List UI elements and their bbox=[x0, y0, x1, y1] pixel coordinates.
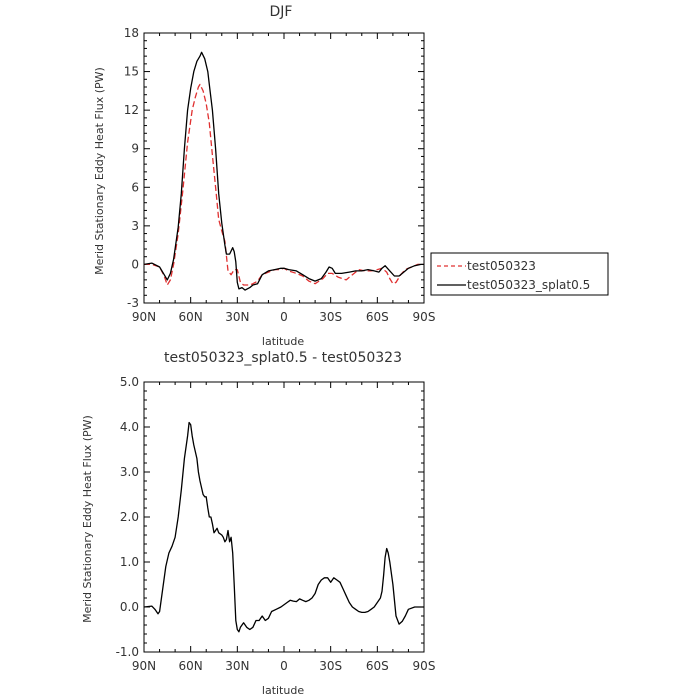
legend-box bbox=[430, 252, 609, 296]
top-x-axis-label: latitude bbox=[262, 335, 304, 348]
x-tick-label: 60N bbox=[179, 310, 203, 324]
bottom-plot-frame bbox=[143, 381, 425, 653]
top-plot-frame bbox=[143, 32, 425, 304]
top-panel: DJF -3 0 3 6 9 12 15 18 90N 60N 30N 0 30S 60S 90S lat… bbox=[93, 4, 435, 348]
y-tick-label: 18 bbox=[124, 26, 139, 40]
bottom-series-lines bbox=[143, 421, 424, 633]
x-tick-label: 30S bbox=[319, 310, 342, 324]
legend-label-test050323: test050323 bbox=[467, 259, 536, 273]
y-tick-label: 15 bbox=[124, 65, 139, 79]
x-tick-label: 0 bbox=[280, 659, 288, 673]
top-chart-title: DJF bbox=[270, 4, 293, 20]
top-x-ticks: 90N 60N 30N 0 30S 60S 90S bbox=[132, 33, 436, 324]
x-tick-label: 60S bbox=[366, 310, 389, 324]
y-tick-label: 9 bbox=[131, 142, 139, 156]
x-tick-label: 30N bbox=[225, 310, 249, 324]
x-tick-label: 0 bbox=[280, 310, 288, 324]
series-line-test050323 bbox=[144, 83, 424, 286]
bottom-y-axis-label: Merid Stationary Eddy Heat Flux (PW) bbox=[81, 415, 94, 623]
y-tick-label: 2.0 bbox=[120, 510, 139, 524]
bottom-panel: test050323_splat0.5 - test050323 -1.0 0.0… bbox=[81, 350, 435, 697]
series-line-panel1-0 bbox=[143, 421, 424, 633]
y-tick-label: 0.0 bbox=[120, 600, 139, 614]
bottom-x-axis-label: latitude bbox=[262, 684, 304, 697]
y-tick-label: 3.0 bbox=[120, 465, 139, 479]
top-y-axis-label: Merid Stationary Eddy Heat Flux (PW) bbox=[93, 67, 106, 275]
x-tick-label: 90S bbox=[413, 659, 436, 673]
x-tick-label: 30S bbox=[319, 659, 342, 673]
bottom-y-ticks: -1.0 0.0 1.0 2.0 3.0 4.0 5.0 bbox=[116, 375, 424, 659]
top-series-lines bbox=[143, 51, 424, 291]
x-tick-label: 60N bbox=[179, 659, 203, 673]
y-tick-label: 4.0 bbox=[120, 420, 139, 434]
y-tick-label: -3 bbox=[127, 296, 139, 310]
series-line-test050323-splat0-5 bbox=[143, 51, 424, 291]
top-y-ticks: -3 0 3 6 9 12 15 18 bbox=[124, 26, 424, 310]
legend: test050323 test050323_splat0.5 bbox=[430, 252, 609, 296]
y-tick-label: -1.0 bbox=[116, 645, 139, 659]
x-tick-label: 60S bbox=[366, 659, 389, 673]
y-tick-label: 0 bbox=[131, 257, 139, 271]
x-tick-label: 90S bbox=[413, 310, 436, 324]
y-tick-label: 6 bbox=[131, 180, 139, 194]
bottom-x-ticks: 90N 60N 30N 0 30S 60S 90S bbox=[132, 382, 436, 673]
x-tick-label: 90N bbox=[132, 659, 156, 673]
x-tick-label: 90N bbox=[132, 310, 156, 324]
bottom-chart-title: test050323_splat0.5 - test050323 bbox=[164, 350, 402, 366]
y-tick-label: 3 bbox=[131, 219, 139, 233]
y-tick-label: 5.0 bbox=[120, 375, 139, 389]
y-tick-label: 1.0 bbox=[120, 555, 139, 569]
x-tick-label: 30N bbox=[225, 659, 249, 673]
y-tick-label: 12 bbox=[124, 103, 139, 117]
legend-label-test050323-splat0-5: test050323_splat0.5 bbox=[467, 278, 590, 292]
